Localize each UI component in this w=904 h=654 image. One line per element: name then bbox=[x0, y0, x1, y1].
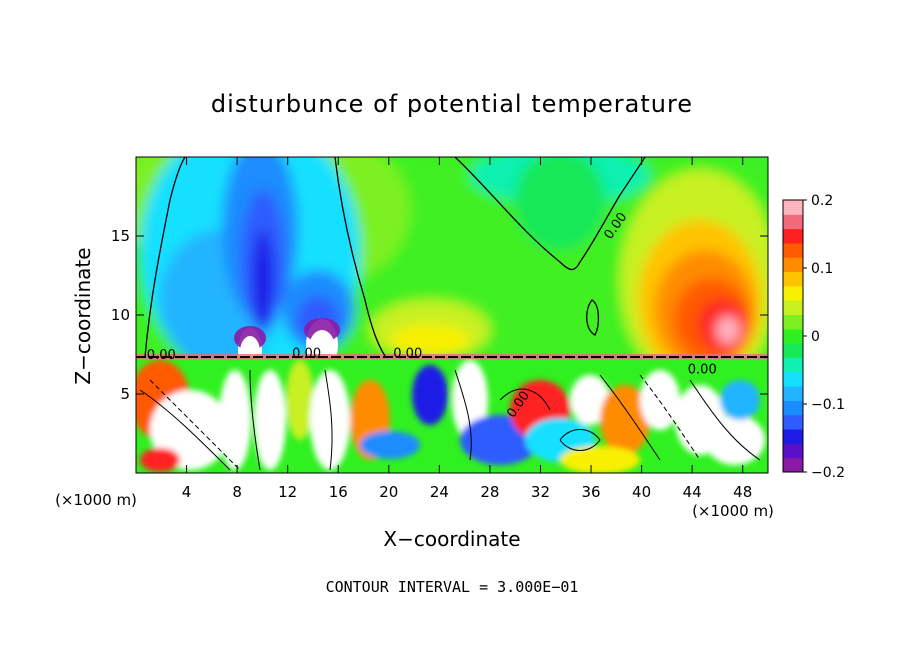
chart-title: disturbunce of potential temperature bbox=[211, 90, 693, 118]
colorbar-segment bbox=[783, 314, 803, 330]
x-tick-label: 32 bbox=[531, 483, 550, 501]
x-unit-label-right: (×1000 m) bbox=[692, 502, 774, 520]
colorbar-segment bbox=[783, 400, 803, 416]
colorbar-tick-label: −0.1 bbox=[811, 397, 845, 413]
x-tick-label: 16 bbox=[329, 483, 348, 501]
upper-field bbox=[136, 157, 768, 390]
x-tick-label: 40 bbox=[632, 483, 651, 501]
colorbar-segment bbox=[783, 300, 803, 316]
x-tick-label: 24 bbox=[430, 483, 449, 501]
lower-field bbox=[136, 357, 768, 473]
colorbar bbox=[782, 199, 804, 473]
colorbar-segment bbox=[783, 386, 803, 401]
x-axis-ticks: 4 8 12 16 20 24 28 32 36 40 44 48 bbox=[182, 157, 752, 501]
colorbar-segment bbox=[783, 271, 803, 287]
colorbar-ticks: 0.2 0.1 0 −0.1 −0.2 bbox=[803, 193, 845, 481]
zero-contours bbox=[144, 157, 646, 358]
x-tick-label: 20 bbox=[379, 483, 398, 501]
x-tick-label: 44 bbox=[683, 483, 702, 501]
colorbar-segment bbox=[783, 443, 803, 459]
x-tick-label: 36 bbox=[581, 483, 600, 501]
y-axis-ticks: 5 10 15 bbox=[111, 227, 768, 403]
contour-label: 0.00 bbox=[393, 347, 422, 362]
x-tick-label: 28 bbox=[480, 483, 499, 501]
contour-label: 0.00 bbox=[688, 362, 717, 377]
colorbar-segment bbox=[783, 228, 803, 244]
x-tick-label: 4 bbox=[182, 483, 192, 501]
colorbar-tick-label: −0.2 bbox=[811, 465, 845, 481]
colorbar-segment bbox=[783, 429, 803, 444]
colorbar-segment bbox=[783, 414, 803, 430]
colorbar-segment bbox=[783, 328, 803, 344]
x-tick-label: 8 bbox=[232, 483, 242, 501]
contour-label: 0.00 bbox=[292, 347, 321, 362]
colorbar-tick-label: 0 bbox=[811, 329, 820, 345]
y-tick-label: 15 bbox=[111, 227, 130, 245]
contour-interval-note: CONTOUR INTERVAL = 3.000E−01 bbox=[326, 578, 579, 596]
colorbar-segment bbox=[783, 214, 803, 230]
x-tick-label: 48 bbox=[733, 483, 752, 501]
contour-labels: 0.000.00 0.00 0.000.000.00 bbox=[147, 210, 717, 421]
y-tick-label: 5 bbox=[120, 385, 130, 403]
colorbar-tick-label: 0.1 bbox=[811, 261, 833, 277]
y-tick-label: 10 bbox=[111, 306, 130, 324]
x-tick-label: 12 bbox=[278, 483, 297, 501]
x-axis-label: X−coordinate bbox=[383, 527, 520, 551]
colorbar-segment bbox=[783, 200, 803, 215]
plot-area bbox=[136, 157, 768, 473]
colorbar-segment bbox=[783, 357, 803, 373]
colorbar-segment bbox=[783, 457, 803, 473]
y-axis-label: Z−coordinate bbox=[71, 247, 95, 384]
colorbar-segment bbox=[783, 285, 803, 301]
contour-label: 0.00 bbox=[147, 348, 176, 363]
colorbar-segment bbox=[783, 343, 803, 358]
colorbar-tick-label: 0.2 bbox=[811, 193, 833, 209]
x-unit-label-left: (×1000 m) bbox=[55, 491, 137, 509]
colorbar-segment bbox=[783, 371, 803, 387]
colorbar-segment bbox=[783, 257, 803, 273]
colorbar-segment bbox=[783, 242, 803, 258]
